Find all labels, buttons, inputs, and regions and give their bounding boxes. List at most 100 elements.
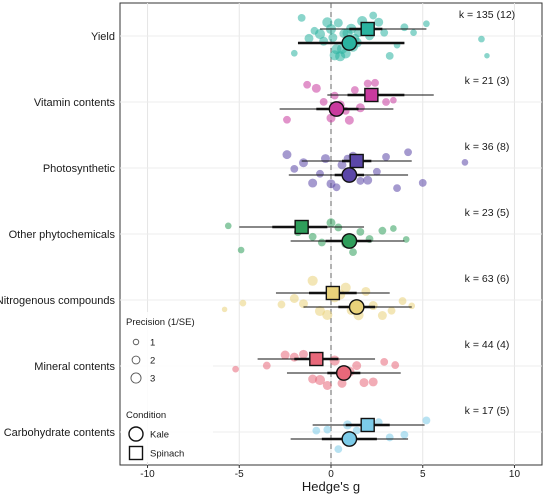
data-point xyxy=(390,225,397,232)
data-point xyxy=(277,300,286,309)
data-point xyxy=(382,152,390,161)
data-point xyxy=(314,374,326,386)
data-point xyxy=(333,18,343,28)
legend-precision-title: Precision (1/SE) xyxy=(126,317,195,328)
data-point xyxy=(237,246,245,254)
data-point xyxy=(378,226,387,235)
data-point xyxy=(349,248,357,257)
category-label: Mineral contents xyxy=(34,361,115,373)
data-point xyxy=(374,17,384,27)
pooled-estimates xyxy=(239,21,434,447)
data-point xyxy=(387,306,396,315)
data-point xyxy=(319,98,328,106)
legend-condition-label: Spinach xyxy=(150,449,184,460)
data-point xyxy=(321,154,330,164)
kale-estimate xyxy=(341,431,358,447)
data-point xyxy=(299,349,308,359)
legend-spinach-swatch xyxy=(128,445,144,461)
data-point xyxy=(337,378,347,388)
data-point xyxy=(461,159,469,166)
x-tick-label: -5 xyxy=(235,469,244,480)
data-point xyxy=(484,52,490,59)
data-point xyxy=(478,35,485,43)
data-point xyxy=(299,299,308,309)
data-point xyxy=(308,374,318,384)
data-point xyxy=(363,79,372,88)
kale-estimate xyxy=(341,35,358,51)
data-point xyxy=(314,29,326,40)
k-label: k = 44 (4) xyxy=(465,339,510,351)
spinach-estimate xyxy=(309,351,324,367)
data-point xyxy=(303,80,312,89)
legend-condition-title: Condition xyxy=(126,410,166,421)
data-point xyxy=(323,425,332,434)
legend-precision-swatch xyxy=(131,355,141,365)
data-point xyxy=(422,416,431,425)
data-point xyxy=(239,299,247,307)
data-point xyxy=(369,11,378,20)
k-label: k = 23 (5) xyxy=(465,207,510,219)
category-label: Vitamin contents xyxy=(34,97,116,109)
category-label: Carbohydrate contents xyxy=(4,427,116,439)
x-tick-label: 0 xyxy=(328,469,334,480)
kale-estimate xyxy=(348,299,365,315)
spinach-estimate xyxy=(349,153,364,169)
legend-condition-items: Kale Spinach xyxy=(128,426,184,461)
legend-precision-label: 2 xyxy=(150,356,155,367)
data-point xyxy=(334,445,343,454)
data-point xyxy=(282,150,292,160)
data-point xyxy=(352,361,362,371)
data-point xyxy=(410,29,417,36)
legend-precision-swatch xyxy=(130,372,142,384)
data-point xyxy=(289,294,299,303)
data-point xyxy=(377,311,387,321)
data-point xyxy=(322,309,333,320)
x-tick-label: 10 xyxy=(509,469,521,480)
legend-kale-swatch xyxy=(128,426,144,442)
data-point xyxy=(352,426,361,435)
data-point xyxy=(380,28,389,37)
data-point xyxy=(350,86,359,94)
x-tick-label: -10 xyxy=(140,469,155,480)
data-point xyxy=(283,115,291,124)
data-point xyxy=(221,306,228,313)
k-label: k = 17 (5) xyxy=(465,405,510,417)
k-label: k = 135 (12) xyxy=(459,9,515,21)
data-point xyxy=(328,33,338,43)
data-point xyxy=(423,20,430,28)
data-point xyxy=(337,160,347,170)
data-point xyxy=(316,169,324,178)
data-point xyxy=(372,167,381,176)
kale-estimate xyxy=(341,167,358,183)
spinach-estimate xyxy=(325,285,341,301)
category-label: Nitrogenous compounds xyxy=(0,295,115,307)
data-point xyxy=(326,218,336,228)
category-label: Other phytochemicals xyxy=(9,229,116,241)
x-tick-labels: -10 -5 0 5 10 xyxy=(140,465,520,480)
data-point xyxy=(304,33,314,43)
kale-estimate xyxy=(328,101,345,117)
data-point xyxy=(393,184,401,193)
k-label: k = 63 (6) xyxy=(465,273,510,285)
data-point xyxy=(418,179,427,187)
data-point xyxy=(400,23,409,32)
data-point xyxy=(398,297,407,305)
data-point xyxy=(340,282,351,293)
data-point xyxy=(332,183,341,192)
data-point xyxy=(312,426,321,435)
legend-precision-label: 3 xyxy=(150,374,155,385)
data-point xyxy=(308,232,317,241)
data-point xyxy=(363,175,373,185)
data-point xyxy=(391,361,400,369)
data-point xyxy=(307,275,318,286)
data-point xyxy=(368,301,378,311)
kale-estimate xyxy=(335,365,352,381)
spinach-estimate xyxy=(360,21,375,37)
k-label: k = 21 (3) xyxy=(465,75,510,87)
category-label: Yield xyxy=(91,31,115,43)
k-labels: k = 135 (12) k = 21 (3) k = 36 (8) k = 23 (… xyxy=(459,9,515,417)
data-point xyxy=(224,222,232,230)
data-point xyxy=(371,78,379,87)
data-point xyxy=(290,49,298,57)
